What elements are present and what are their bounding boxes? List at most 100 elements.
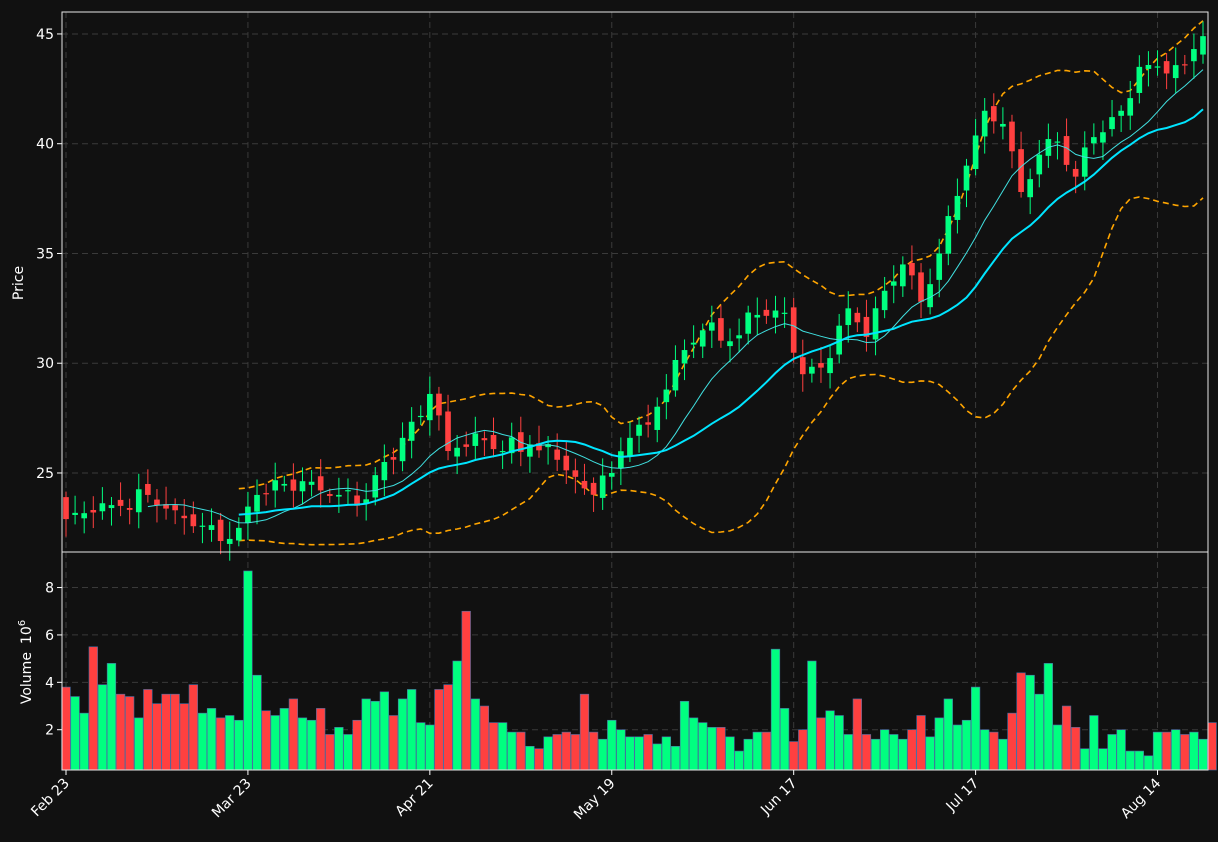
candle-body — [317, 476, 324, 491]
candle-body — [900, 264, 906, 287]
volume-bar — [1171, 729, 1181, 771]
volume-bar — [752, 731, 762, 771]
candle-body — [163, 504, 169, 509]
candle-body — [445, 411, 451, 452]
candle-body — [754, 314, 761, 318]
price-tick-label: 35 — [36, 246, 54, 262]
candle-body — [681, 350, 688, 364]
volume-bar — [206, 708, 217, 771]
candle-body — [299, 481, 306, 492]
candle-body — [135, 489, 142, 513]
candle-body — [636, 424, 642, 436]
volume-bar — [497, 722, 508, 771]
volume-bar — [125, 696, 135, 771]
candle-body — [945, 216, 952, 254]
candle-body — [154, 499, 160, 506]
candle-body — [1145, 64, 1152, 69]
volume-bar — [379, 691, 389, 771]
volume-bar — [761, 731, 772, 771]
candle-body — [290, 479, 297, 491]
candle-body — [963, 165, 970, 191]
candle-body — [427, 393, 433, 421]
price-tick-label: 30 — [36, 356, 54, 372]
candle-body — [627, 437, 633, 457]
candle-body — [1091, 137, 1097, 144]
candle-body — [1009, 121, 1015, 152]
candle-body — [263, 493, 269, 495]
volume-bar — [170, 693, 180, 771]
candle-body — [1081, 147, 1088, 177]
candle-body — [672, 359, 679, 391]
volume-axis-exponent: 6 — [17, 620, 28, 626]
volume-bar — [88, 646, 98, 771]
candle-body — [581, 480, 588, 489]
volume-bar — [179, 703, 189, 771]
volume-bar — [816, 717, 826, 771]
volume-bar — [652, 743, 662, 771]
candle-body — [909, 262, 915, 276]
candle-body — [554, 449, 561, 460]
volume-bar — [643, 734, 653, 771]
volume-bar — [889, 734, 899, 771]
volume-bar — [1143, 755, 1154, 771]
volume-bar — [252, 674, 262, 771]
volume-bar — [334, 727, 344, 771]
candle-body — [1027, 179, 1033, 198]
candle-body — [336, 494, 342, 497]
volume-bar — [852, 698, 862, 771]
volume-bar — [507, 731, 517, 771]
volume-bar — [943, 698, 953, 771]
candle-body — [1036, 154, 1043, 175]
candles — [63, 21, 1206, 561]
candle-body — [1154, 66, 1161, 68]
candle-body — [1181, 64, 1188, 66]
candle-body — [954, 195, 961, 220]
candle-body — [763, 309, 770, 316]
volume-bar — [679, 700, 690, 771]
volume-bar — [625, 736, 635, 771]
volume-bar — [1025, 674, 1035, 771]
volume-bar — [488, 722, 499, 771]
volume-bar — [534, 748, 544, 771]
volume-bar — [925, 736, 935, 771]
candle-body — [363, 499, 369, 504]
candle-body — [1191, 49, 1197, 62]
volume-bar — [361, 698, 371, 771]
candle-body — [472, 433, 479, 446]
candle-body — [499, 451, 506, 453]
volume-bar — [789, 741, 799, 771]
candle-body — [536, 443, 542, 451]
candle-body — [199, 525, 206, 527]
volume-bar — [880, 729, 890, 771]
volume-bar — [807, 660, 817, 771]
volume-bar — [1043, 663, 1053, 771]
price-gridlines — [62, 12, 1208, 552]
volume-bar — [607, 719, 617, 771]
volume-bar — [434, 689, 444, 771]
volume-bar — [561, 731, 571, 771]
volume-bar — [152, 703, 162, 771]
candle-body — [872, 308, 879, 340]
volume-bar — [1107, 734, 1117, 771]
volume-bar — [980, 729, 990, 771]
volume-bar — [134, 717, 144, 771]
candle-body — [390, 457, 397, 460]
candle-body — [408, 421, 415, 441]
candle-body — [618, 451, 624, 469]
candle-body — [927, 284, 933, 308]
volume-bar — [425, 724, 435, 771]
candle-body — [1118, 110, 1124, 116]
volume-bar — [716, 727, 726, 771]
candle-body — [1054, 141, 1061, 143]
candle-body — [208, 525, 215, 530]
volume-bar — [1161, 731, 1172, 771]
volume-bar — [225, 715, 235, 771]
candle-body — [1072, 168, 1079, 177]
volume-bar — [798, 729, 808, 771]
candle-body — [281, 483, 288, 486]
volume-bar — [461, 610, 471, 771]
candle-body — [563, 455, 570, 471]
volume-bar — [907, 729, 917, 771]
price-tick-label: 40 — [36, 137, 54, 153]
